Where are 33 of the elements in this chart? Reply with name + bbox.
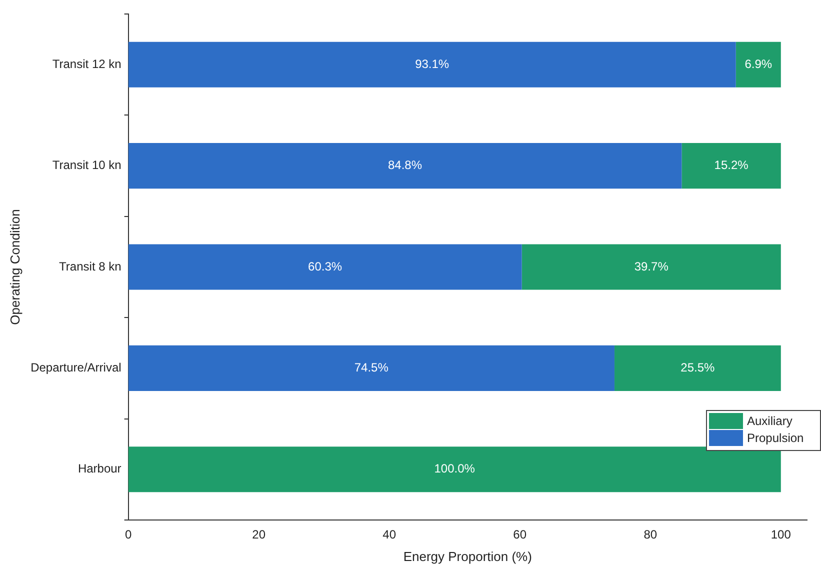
bar	[128, 143, 682, 189]
x-tick-label: 100	[770, 528, 792, 542]
y-tick-label: Transit 10 kn	[52, 158, 122, 172]
y-tick-label: Departure/Arrival	[30, 360, 122, 375]
data-label: 6.9%	[744, 56, 772, 71]
x-tick-label: 0	[124, 528, 132, 542]
y-tick-label: Harbour	[78, 462, 122, 476]
bar	[736, 42, 781, 88]
x-tick-label: 20	[252, 528, 266, 542]
bar	[682, 143, 781, 189]
legend-label: Propulsion	[747, 430, 804, 445]
data-label: 60.3%	[308, 259, 342, 274]
x-tick-label: 80	[644, 528, 658, 542]
bar	[522, 244, 781, 290]
data-label: 39.7%	[634, 259, 669, 274]
legend-label: Auxiliary	[747, 414, 792, 428]
y-axis-title: Operating Condition	[7, 209, 22, 325]
data-label: 74.5%	[354, 360, 389, 375]
bar	[128, 345, 614, 391]
bar	[128, 446, 781, 492]
data-label: 84.8%	[388, 158, 422, 172]
data-label: 93.1%	[415, 56, 450, 71]
y-tick-label: Transit 8 kn	[59, 259, 122, 274]
x-tick-label: 60	[513, 528, 527, 542]
data-label: 25.5%	[680, 360, 716, 375]
x-axis-title: Energy Proportion (%)	[403, 548, 532, 564]
data-label: 100.0%	[434, 462, 476, 476]
bar	[128, 42, 736, 88]
bar	[128, 244, 522, 290]
data-label: 15.2%	[714, 158, 749, 172]
bar	[614, 345, 781, 391]
y-tick-label: Transit 12 kn	[52, 56, 122, 71]
x-tick-label: 40	[382, 528, 396, 542]
